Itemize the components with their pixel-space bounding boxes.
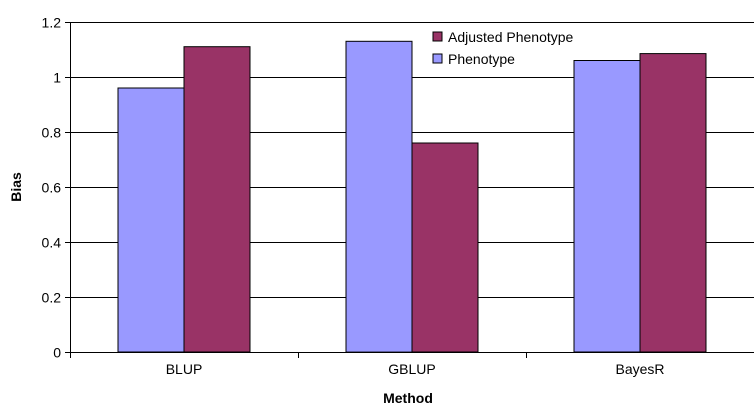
x-axis-title: Method: [383, 390, 433, 406]
legend-label: Phenotype: [448, 51, 515, 67]
y-tick-labels: 0 0.2 0.4 0.6 0.8 1 1.2: [42, 15, 62, 361]
y-tick-label: 0: [53, 345, 61, 361]
y-tick-label: 1.2: [42, 15, 62, 31]
bar-blup-phenotype: [117, 87, 185, 353]
y-tick-label: 0.6: [42, 180, 62, 196]
x-tick-label: BayesR: [615, 361, 664, 377]
bar-blup-adjusted-phenotype: [183, 46, 251, 353]
bar-gblup-phenotype: [345, 40, 413, 353]
bars: [117, 40, 707, 353]
bar-bayesr-phenotype: [573, 60, 641, 353]
y-tick-label: 0.2: [42, 290, 62, 306]
legend-swatch: [432, 31, 443, 42]
bar-bayesr-adjusted-phenotype: [639, 53, 707, 353]
y-tick-label: 1: [53, 70, 61, 86]
bar-gblup-adjusted-phenotype: [411, 142, 479, 353]
axes: [65, 22, 754, 358]
y-tick-label: 0.4: [42, 235, 62, 251]
legend-swatch: [432, 53, 443, 64]
y-tick-label: 0.8: [42, 125, 62, 141]
x-tick-label: GBLUP: [388, 361, 435, 377]
x-tick-label: BLUP: [166, 361, 203, 377]
legend: Adjusted Phenotype Phenotype: [432, 29, 574, 67]
x-tick-labels: BLUP GBLUP BayesR: [166, 361, 665, 377]
y-axis-title: Bias: [8, 172, 24, 202]
legend-label: Adjusted Phenotype: [448, 29, 574, 45]
